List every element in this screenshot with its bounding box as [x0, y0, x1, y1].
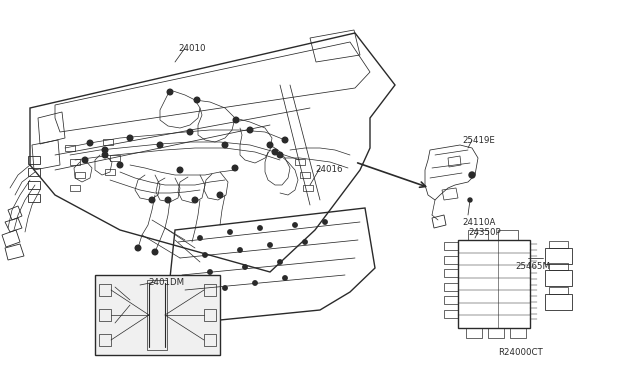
- Circle shape: [203, 253, 207, 257]
- Circle shape: [149, 197, 155, 203]
- Circle shape: [217, 192, 223, 198]
- Circle shape: [469, 172, 475, 178]
- Text: R24000CT: R24000CT: [498, 348, 543, 357]
- Circle shape: [232, 165, 238, 171]
- Text: 25419E: 25419E: [462, 136, 495, 145]
- Circle shape: [293, 223, 297, 227]
- Circle shape: [258, 226, 262, 230]
- Circle shape: [165, 197, 171, 203]
- Circle shape: [127, 135, 133, 141]
- Circle shape: [198, 236, 202, 240]
- Circle shape: [222, 142, 228, 148]
- Polygon shape: [95, 275, 220, 355]
- Circle shape: [135, 245, 141, 251]
- Circle shape: [82, 157, 88, 163]
- Circle shape: [253, 281, 257, 285]
- Circle shape: [152, 249, 158, 255]
- Text: 2401DM: 2401DM: [148, 278, 184, 287]
- Circle shape: [223, 286, 227, 290]
- Text: 24110A: 24110A: [462, 218, 495, 227]
- Circle shape: [102, 147, 108, 153]
- Text: 24010: 24010: [178, 44, 205, 53]
- Circle shape: [233, 117, 239, 123]
- Circle shape: [208, 270, 212, 274]
- Circle shape: [323, 220, 327, 224]
- Circle shape: [272, 149, 278, 155]
- Text: 24016: 24016: [315, 165, 342, 174]
- Text: 24350P: 24350P: [468, 228, 500, 237]
- Circle shape: [157, 142, 163, 148]
- Circle shape: [268, 243, 272, 247]
- Circle shape: [177, 167, 183, 173]
- Circle shape: [102, 152, 108, 158]
- Circle shape: [268, 142, 273, 148]
- Circle shape: [238, 248, 242, 252]
- Circle shape: [194, 97, 200, 103]
- Circle shape: [187, 129, 193, 135]
- Circle shape: [468, 198, 472, 202]
- Text: 25465M: 25465M: [515, 262, 550, 271]
- Circle shape: [277, 152, 283, 158]
- Circle shape: [117, 162, 123, 168]
- Circle shape: [282, 137, 288, 143]
- Circle shape: [283, 276, 287, 280]
- Circle shape: [278, 260, 282, 264]
- Circle shape: [247, 127, 253, 133]
- Circle shape: [303, 240, 307, 244]
- Circle shape: [87, 140, 93, 146]
- Circle shape: [243, 265, 247, 269]
- Circle shape: [167, 89, 173, 95]
- Circle shape: [228, 230, 232, 234]
- Circle shape: [192, 197, 198, 203]
